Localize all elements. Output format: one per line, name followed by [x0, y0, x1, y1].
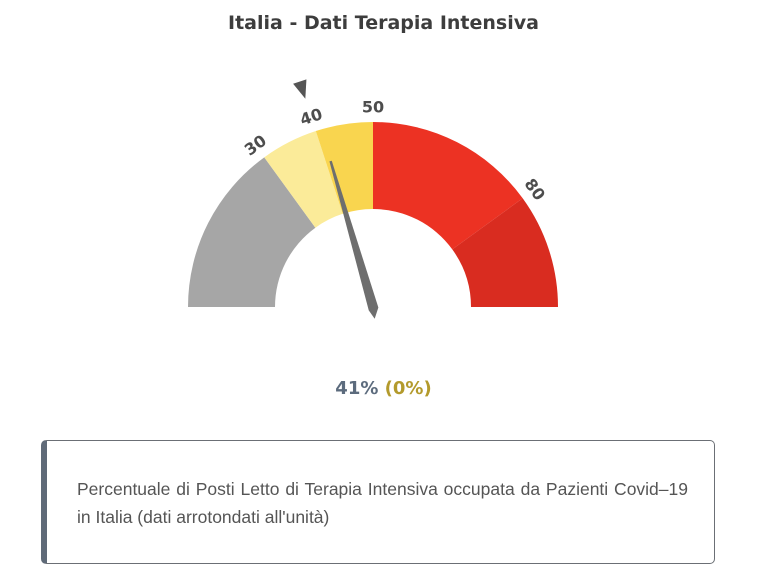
marker-triangle — [293, 79, 307, 99]
gauge-band-3 — [373, 122, 523, 250]
gauge-band-2 — [315, 122, 373, 214]
needle — [329, 160, 379, 319]
gauge-change: (0%) — [384, 378, 432, 399]
tick-label-30: 30 — [241, 131, 270, 159]
tick-label-50: 50 — [362, 98, 384, 117]
gauge-band-4 — [452, 198, 558, 307]
gauge-bands — [188, 122, 558, 307]
tick-label-40: 40 — [298, 104, 325, 129]
chart-title: Italia - Dati Terapia Intensiva — [228, 12, 539, 34]
description-box: Percentuale di Posti Letto di Terapia In… — [41, 440, 715, 564]
gauge-band-1 — [264, 131, 343, 228]
gauge-needle — [329, 160, 379, 319]
tick-label-80: 80 — [521, 175, 549, 204]
gauge-chart: 30 40 50 80 — [188, 79, 558, 319]
gauge-readout: 41% (0%) — [0, 378, 767, 399]
description-text: Percentuale di Posti Letto di Terapia In… — [77, 479, 688, 527]
gauge-marker — [293, 79, 307, 99]
gauge-band-0 — [188, 157, 316, 307]
gauge-value: 41% — [335, 378, 379, 399]
